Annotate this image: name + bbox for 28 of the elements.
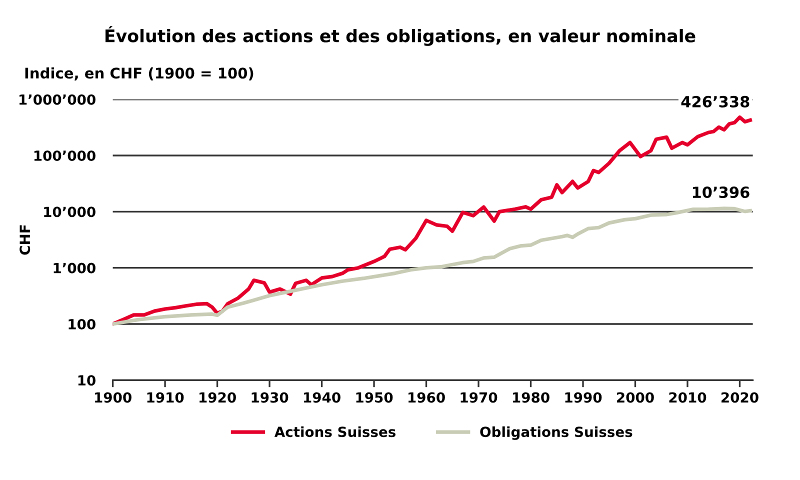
x-tick-label: 2020 [722, 392, 758, 403]
chart-title: Évolution des actions et des obligations, en valeur nominale [106, 26, 696, 46]
annotation: 426’338 [681, 96, 750, 108]
x-tick-label: 1950 [356, 392, 393, 403]
x-tick-label: 1940 [304, 392, 340, 403]
y-tick-label: 100 [68, 318, 96, 330]
x-tick-label: 2000 [617, 392, 654, 403]
y-axis-title: CHF [20, 225, 30, 255]
y-tick-label: 10 [78, 375, 96, 386]
x-tick-label: 2010 [669, 392, 706, 403]
x-tick-label: 1990 [565, 392, 602, 403]
chart-subtitle: Indice, en CHF (1900 = 100) [25, 67, 254, 80]
y-tick-label: 100’000 [34, 150, 96, 161]
x-tick-label: 1910 [147, 392, 184, 403]
x-tick-label: 1980 [513, 392, 550, 403]
x-tick-label: 1970 [460, 392, 498, 403]
y-tick-label: 1’000 [54, 262, 96, 274]
line-series [112, 206, 752, 326]
x-tick-label: 1930 [252, 392, 288, 403]
y-tick-label: 1’000’000 [20, 94, 96, 105]
x-tick-label: 1920 [200, 392, 236, 403]
legend-label: Actions Suisses [274, 426, 396, 438]
legend-label: Obligations Suisses [480, 426, 632, 440]
line-series [112, 115, 752, 326]
x-tick-label: 1960 [408, 392, 445, 403]
x-tick-label: 1900 [95, 392, 132, 403]
annotation: 10’396 [692, 186, 750, 198]
y-tick-label: 10’000 [44, 206, 96, 218]
